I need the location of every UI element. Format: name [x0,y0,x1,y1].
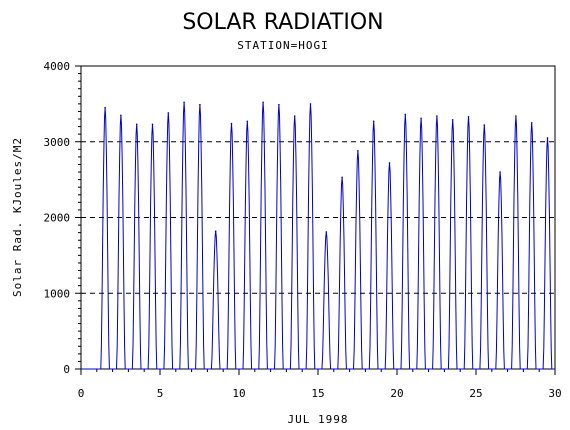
data-point-day-15 [325,231,328,233]
x-tick-label: 25 [469,387,482,400]
data-point-day-1 [104,106,106,109]
x-tick-label: 20 [390,387,403,400]
data-point-day-28 [530,122,533,124]
data-point-day-12 [278,103,280,106]
x-tick-label: 30 [548,387,561,400]
data-point-day-11 [262,101,264,104]
data-point-day-3 [135,123,138,126]
data-point-day-20 [404,113,407,116]
y-tick-label: 3000 [44,136,71,149]
y-axis-label: Solar Rad. KJoules/M2 [11,137,24,297]
data-point-day-2 [120,114,122,117]
data-point-day-23 [451,118,454,121]
data-point-day-21 [420,117,422,120]
y-tick-label: 0 [63,363,70,376]
data-point-day-13 [293,115,296,117]
series-line [81,102,555,370]
data-point-day-22 [436,115,438,117]
data-point-day-17 [357,150,359,152]
data-point-day-7 [199,103,201,106]
data-point-day-5 [167,112,170,114]
data-point-day-9 [230,122,233,125]
data-point-day-29 [546,137,549,139]
x-tick-label: 0 [78,387,85,400]
y-tick-label: 4000 [44,60,71,73]
data-point-day-25 [483,124,486,126]
y-tick-label: 1000 [44,287,71,300]
data-point-day-8 [214,230,217,232]
x-axis-label: JUL 1998 [288,413,349,426]
chart-subtitle: STATION=HOGI [237,39,328,52]
x-tick-label: 5 [157,387,164,400]
data-point-day-16 [341,176,343,179]
data-point-day-19 [388,162,391,164]
data-point-day-27 [515,115,517,117]
data-point-day-14 [309,103,312,105]
plot-area: 0 1000 2000 3000 4000 0 5 10 15 20 25 30 [44,60,562,400]
chart-title: SOLAR RADIATION [182,10,383,35]
y-tick-label: 2000 [44,212,71,225]
data-point-day-10 [246,120,249,123]
x-tick-label: 15 [311,387,324,400]
x-tick-label: 10 [232,387,245,400]
data-point-day-26 [499,171,501,173]
data-point-day-18 [372,120,375,123]
data-point-day-4 [151,123,154,126]
data-point-day-24 [467,115,470,118]
data-point-day-6 [183,101,185,104]
